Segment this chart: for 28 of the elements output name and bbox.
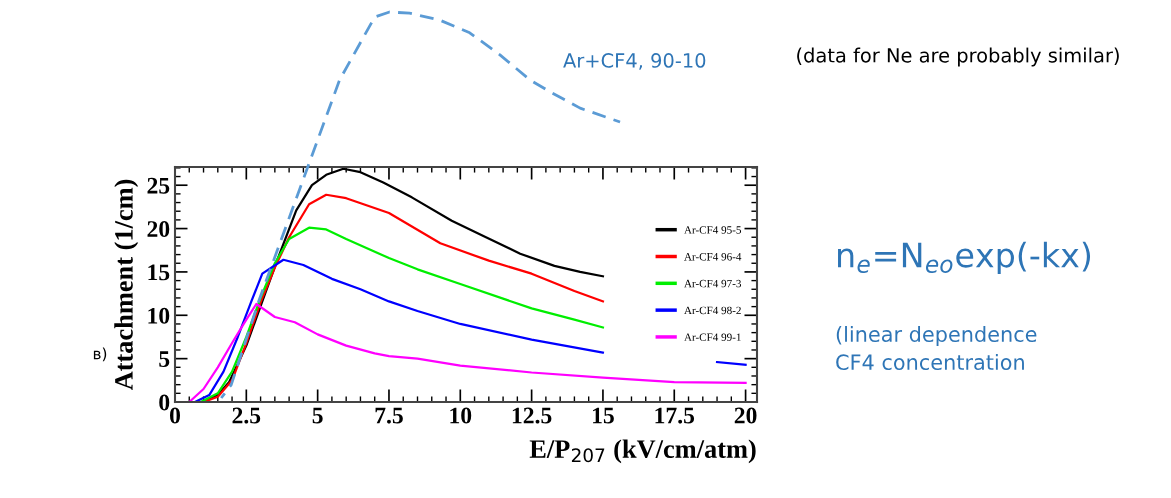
legend-label: Ar-CF4 96-4	[684, 253, 742, 261]
y-tick-label: 15	[148, 264, 170, 281]
x-tick-label: 12.5	[512, 407, 552, 424]
x-tick-label: 7.5	[375, 407, 403, 424]
y-tick-label: 5	[159, 351, 170, 368]
x-tick-label: 2.5	[232, 407, 261, 424]
x-tick-label: 5	[312, 407, 323, 424]
text: (linear dependence CF4 concentration	[836, 325, 1037, 371]
y-tick-label: 0	[159, 394, 170, 411]
line-series	[199, 226, 605, 402]
text: n$_{e}$=N$_{eo}$exp(-kx)	[838, 241, 1091, 275]
line-series	[188, 302, 747, 402]
x-tick-label: 17.5	[655, 407, 695, 424]
text: в)	[93, 347, 107, 362]
y-axis-title: Attachment (1/cm)	[114, 179, 139, 391]
y-tick-label: 20	[147, 221, 170, 237]
series-label: Ar+CF4, 90-10	[563, 53, 706, 70]
y-tick-label: 25	[147, 177, 170, 194]
y-tick-label: 10	[148, 307, 170, 324]
legend-label: Ar-CF4 95-5	[684, 226, 742, 234]
x-axis-title: E/P$_{207}$ (kV/cm/atm)	[529, 439, 756, 464]
legend-label: Ar-CF4 97-3	[684, 279, 742, 288]
x-tick-label: 10	[450, 407, 472, 424]
text: (data for Ne are probably similar)	[797, 47, 1119, 67]
x-tick-label: 20	[734, 407, 757, 424]
legend-label: Ar-CF4 98-2	[684, 306, 741, 315]
legend-label: Ar-CF4 99-1	[684, 333, 741, 341]
x-tick-label: 15	[593, 407, 614, 424]
